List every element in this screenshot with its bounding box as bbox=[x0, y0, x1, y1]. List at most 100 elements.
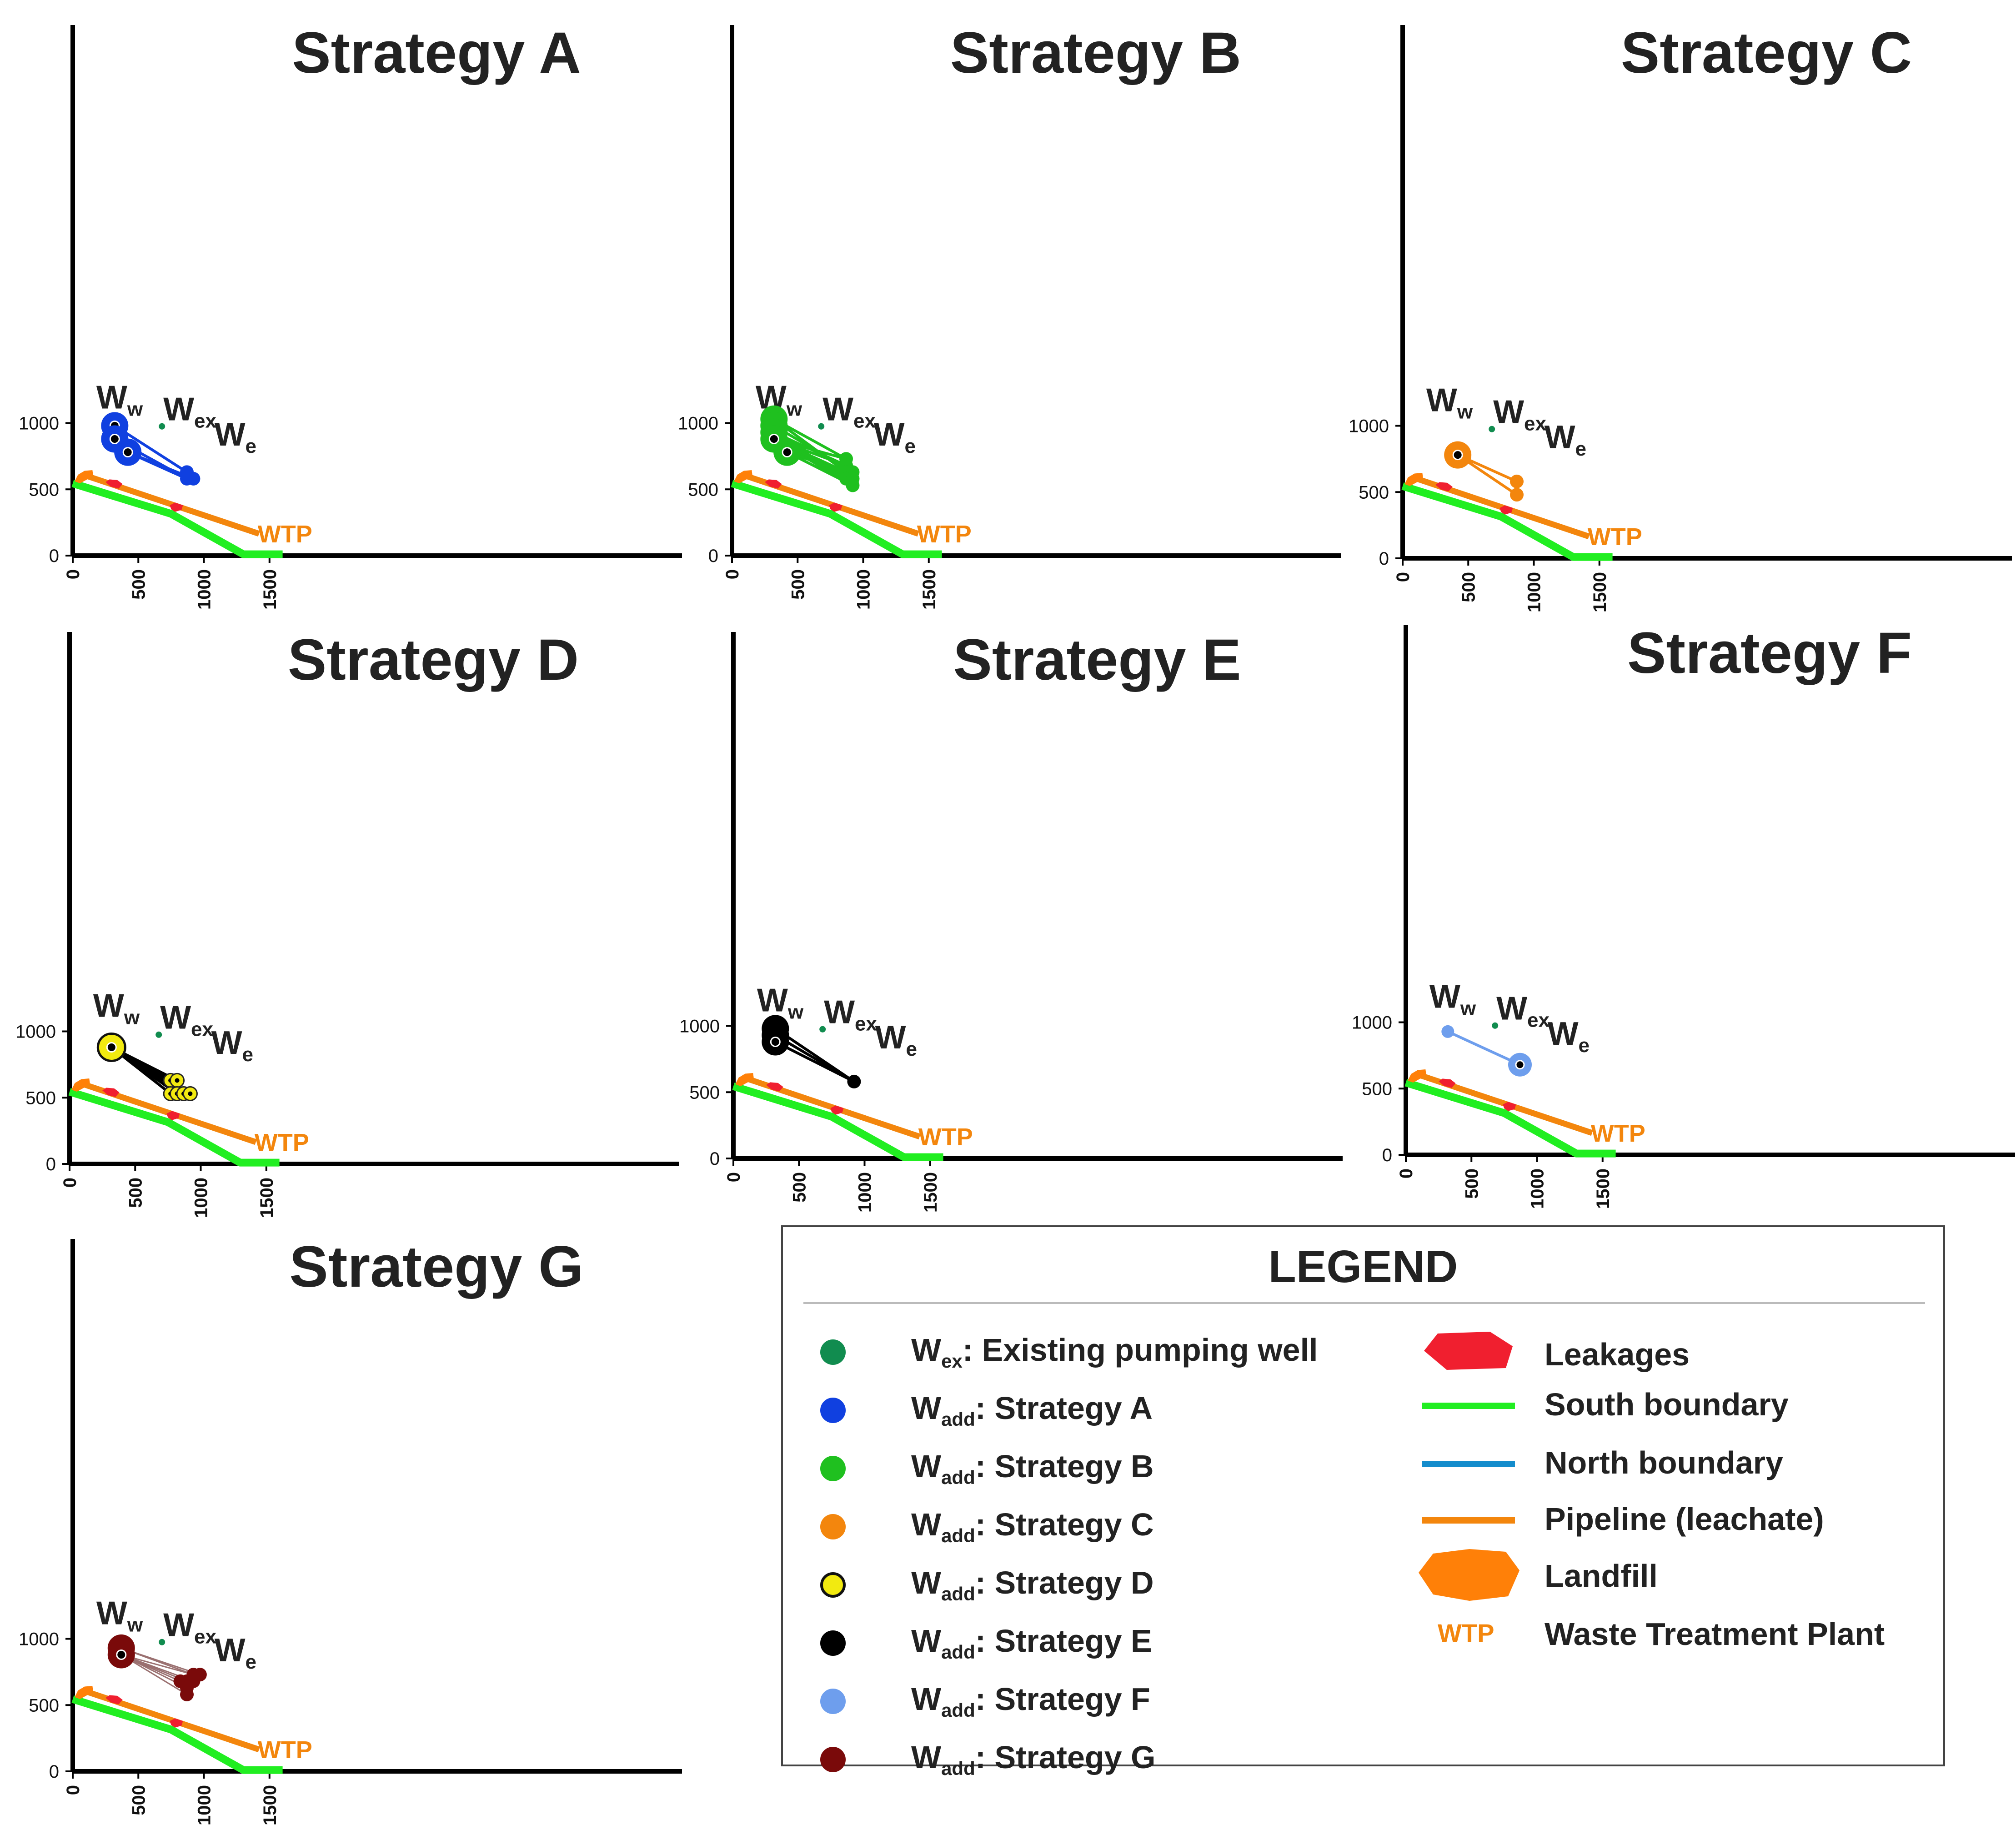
y-tick-label: 500 bbox=[689, 1083, 720, 1103]
legend-pipeline-icon bbox=[1422, 1517, 1515, 1524]
legend-south-boundary: South boundary bbox=[1545, 1387, 1789, 1422]
zone-label-wex: Wex bbox=[1493, 394, 1546, 435]
south-boundary-line bbox=[71, 480, 283, 558]
x-tick-label: 500 bbox=[789, 1172, 809, 1203]
x-tick-label: 0 bbox=[724, 1172, 744, 1182]
x-tick-label: 1000 bbox=[1525, 572, 1545, 612]
y-tick-label: 1000 bbox=[19, 1629, 59, 1649]
existing-well-point bbox=[1489, 426, 1495, 432]
y-tick-label: 0 bbox=[710, 1149, 720, 1169]
zone-label-wex: Wex bbox=[163, 1607, 216, 1648]
leakage-shape bbox=[170, 502, 183, 512]
zone-label-ww: Ww bbox=[1426, 382, 1473, 423]
legend-strategy-b: Wadd: Strategy B bbox=[911, 1449, 1154, 1488]
y-tick-label: 500 bbox=[29, 1695, 59, 1715]
zone-label-we: We bbox=[211, 1025, 253, 1066]
legend-existing-well: Wex: Existing pumping well bbox=[911, 1332, 1318, 1372]
leakage-shape bbox=[1439, 1078, 1456, 1088]
zone-label-wex: Wex bbox=[160, 1000, 213, 1041]
well-center-marker bbox=[770, 1036, 781, 1047]
zone-label-wex: Wex bbox=[824, 994, 877, 1035]
x-tick-label: 0 bbox=[1393, 572, 1413, 582]
y-tick-label: 500 bbox=[688, 480, 718, 500]
y-tick-label: 0 bbox=[49, 1762, 59, 1782]
legend-strategy-f-icon bbox=[820, 1689, 846, 1714]
x-tick-label: 1500 bbox=[921, 1172, 941, 1213]
zone-label-wex: Wex bbox=[822, 391, 876, 432]
legend-waste-treatment-plant: Waste Treatment Plant bbox=[1545, 1616, 1885, 1652]
landfill-shape bbox=[75, 1685, 93, 1700]
legend: LEGEND Wex: Existing pumping well Wadd: … bbox=[781, 1225, 1945, 1779]
x-tick-label: 500 bbox=[129, 569, 149, 600]
x-tick-label: 0 bbox=[1396, 1168, 1416, 1178]
zone-label-ww: Ww bbox=[93, 988, 140, 1028]
leakage-shape bbox=[1499, 505, 1513, 515]
existing-well-point bbox=[159, 1639, 165, 1645]
leakage-shape bbox=[766, 1082, 783, 1092]
x-tick-label: 1000 bbox=[854, 569, 874, 610]
y-tick-label: 500 bbox=[29, 480, 59, 500]
landfill-shape bbox=[734, 470, 752, 484]
zone-label-ww: Ww bbox=[96, 1595, 143, 1636]
legend-strategy-a: Wadd: Strategy A bbox=[911, 1390, 1153, 1430]
landfill-shape bbox=[735, 1073, 754, 1087]
well-center-marker bbox=[1515, 1060, 1525, 1070]
existing-well-point bbox=[155, 1031, 162, 1038]
y-tick-label: 1000 bbox=[678, 414, 718, 434]
wtp-label: WTP bbox=[258, 521, 312, 548]
legend-strategy-g: Wadd: Strategy G bbox=[911, 1740, 1156, 1779]
well-center-marker bbox=[116, 1649, 127, 1660]
existing-well-point bbox=[818, 423, 825, 430]
leakage-shape bbox=[1503, 1102, 1516, 1111]
leakage-shape bbox=[1435, 482, 1453, 491]
target-well-point bbox=[847, 1074, 861, 1088]
zone-label-we: We bbox=[215, 416, 256, 457]
zone-label-we: We bbox=[215, 1632, 256, 1673]
legend-strategy-d-icon bbox=[820, 1572, 846, 1598]
y-tick-label: 500 bbox=[1359, 482, 1389, 502]
target-well-point bbox=[846, 478, 860, 492]
panel-title: Strategy C bbox=[1621, 20, 1912, 85]
y-tick-label: 500 bbox=[25, 1088, 56, 1108]
y-tick-label: 1000 bbox=[15, 1022, 56, 1042]
south-boundary-line bbox=[1404, 1079, 1616, 1158]
south-boundary-line bbox=[732, 1083, 943, 1161]
zone-label-ww: Ww bbox=[757, 982, 804, 1023]
landfill-shape bbox=[1408, 1069, 1426, 1083]
well-center-marker bbox=[188, 1091, 193, 1096]
y-tick-label: 0 bbox=[49, 546, 59, 566]
target-well-point bbox=[186, 471, 201, 486]
well-center-marker bbox=[782, 447, 792, 458]
zone-label-wex: Wex bbox=[163, 391, 216, 432]
legend-leakage-icon bbox=[1424, 1332, 1513, 1370]
x-tick-label: 1500 bbox=[919, 569, 939, 610]
leakage-shape bbox=[166, 1111, 180, 1120]
legend-strategy-c-icon bbox=[820, 1514, 846, 1539]
x-tick-label: 0 bbox=[60, 1178, 80, 1188]
existing-well-point bbox=[1492, 1022, 1499, 1029]
panel-title: Strategy B bbox=[950, 20, 1241, 85]
target-well-point bbox=[180, 1687, 194, 1701]
leakage-shape bbox=[105, 479, 123, 489]
zone-label-ww: Ww bbox=[1429, 978, 1476, 1019]
zone-label-ww: Ww bbox=[96, 379, 143, 420]
legend-north-boundary-icon bbox=[1422, 1461, 1515, 1467]
existing-well-point bbox=[159, 423, 165, 430]
legend-divider bbox=[803, 1302, 1925, 1304]
panel-title: Strategy E bbox=[953, 627, 1241, 692]
legend-title: LEGEND bbox=[1268, 1241, 1458, 1292]
leakage-shape bbox=[765, 479, 782, 489]
legend-leakages: Leakages bbox=[1545, 1337, 1690, 1372]
panel-title: Strategy D bbox=[288, 627, 579, 692]
x-tick-label: 500 bbox=[1459, 572, 1479, 602]
legend-north-boundary: North boundary bbox=[1545, 1445, 1783, 1480]
target-well-point bbox=[1509, 474, 1524, 488]
x-tick-label: 1500 bbox=[260, 569, 280, 610]
y-tick-label: 500 bbox=[1362, 1079, 1392, 1099]
zone-label-we: We bbox=[874, 416, 916, 457]
well-center-marker bbox=[109, 433, 120, 444]
wtp-label: WTP bbox=[1588, 523, 1642, 551]
